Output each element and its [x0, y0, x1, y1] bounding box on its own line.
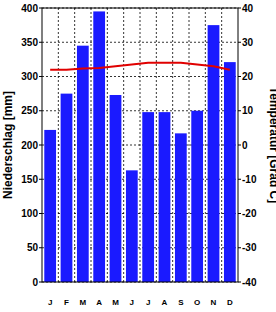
tick-label: 30: [242, 37, 254, 48]
category-label: N: [211, 298, 217, 307]
bar: [224, 62, 236, 282]
tick: [238, 282, 241, 283]
plot-area: [44, 11, 235, 282]
tick-label: 150: [21, 174, 38, 185]
axis-label: Niederschlag [mm]: [1, 91, 15, 199]
category-label: J: [48, 298, 52, 307]
tick-label: 350: [21, 37, 38, 48]
tick: [39, 282, 42, 283]
frame: [42, 8, 238, 282]
tick-label: -30: [242, 242, 257, 253]
bar: [126, 170, 138, 282]
tick-label: -10: [242, 174, 257, 185]
tick: [238, 110, 241, 111]
category-label: S: [178, 298, 184, 307]
tick: [39, 179, 42, 180]
bar: [77, 46, 89, 282]
tick: [238, 145, 241, 146]
tick: [238, 8, 241, 9]
category-label: D: [227, 298, 233, 307]
tick: [238, 76, 241, 77]
tick: [39, 76, 42, 77]
grid-line-vertical: [74, 8, 75, 282]
grid-line-vertical: [172, 8, 173, 282]
bar: [175, 133, 187, 282]
bar: [191, 111, 203, 282]
tick-label: 40: [242, 3, 254, 14]
grid-line-vertical: [123, 8, 124, 282]
tick-label: 0: [242, 140, 248, 151]
category-label: F: [64, 298, 69, 307]
tick-label: -20: [242, 208, 257, 219]
tick: [39, 42, 42, 43]
tick: [39, 110, 42, 111]
tick-label: 10: [242, 105, 254, 116]
bar: [142, 112, 154, 282]
tick: [238, 179, 241, 180]
category-label: M: [112, 298, 119, 307]
bar: [61, 94, 73, 282]
tick: [39, 145, 42, 146]
tick: [238, 42, 241, 43]
category-label: M: [79, 298, 86, 307]
grid-line-vertical: [91, 8, 92, 282]
bar: [159, 112, 171, 282]
tick-label: 400: [21, 3, 38, 14]
tick-label: 100: [21, 208, 38, 219]
grid-line-vertical: [58, 8, 59, 282]
grid-line-vertical: [189, 8, 190, 282]
grid-line-vertical: [205, 8, 206, 282]
tick: [39, 247, 42, 248]
tick-label: 20: [242, 71, 254, 82]
tick: [238, 247, 241, 248]
line: [50, 63, 230, 70]
tick: [39, 8, 42, 9]
bar: [110, 95, 122, 282]
category-label: J: [130, 298, 134, 307]
chart: 0 50 100 150 200 250 300 350 400 -40 -30 -20 -10 0 10 2…: [0, 0, 276, 312]
grid-line-vertical: [107, 8, 108, 282]
bar: [208, 25, 220, 282]
category-label: A: [96, 298, 102, 307]
category-label: A: [162, 298, 168, 307]
grid-line-vertical: [140, 8, 141, 282]
tick-label: 50: [27, 242, 39, 253]
tick-label: -40: [242, 277, 257, 288]
tick-label: 200: [21, 140, 38, 151]
axis-label: Temperatur [Grad C]: [267, 87, 276, 203]
tick-label: 300: [21, 71, 38, 82]
category-label: O: [194, 298, 200, 307]
tick-label: 250: [21, 105, 38, 116]
tick: [238, 213, 241, 214]
tick: [39, 213, 42, 214]
category-label: J: [146, 298, 150, 307]
bar: [44, 130, 56, 282]
grid-line-vertical: [221, 8, 222, 282]
bar: [93, 11, 105, 282]
tick-label: 0: [32, 277, 38, 288]
grid-line-vertical: [156, 8, 157, 282]
